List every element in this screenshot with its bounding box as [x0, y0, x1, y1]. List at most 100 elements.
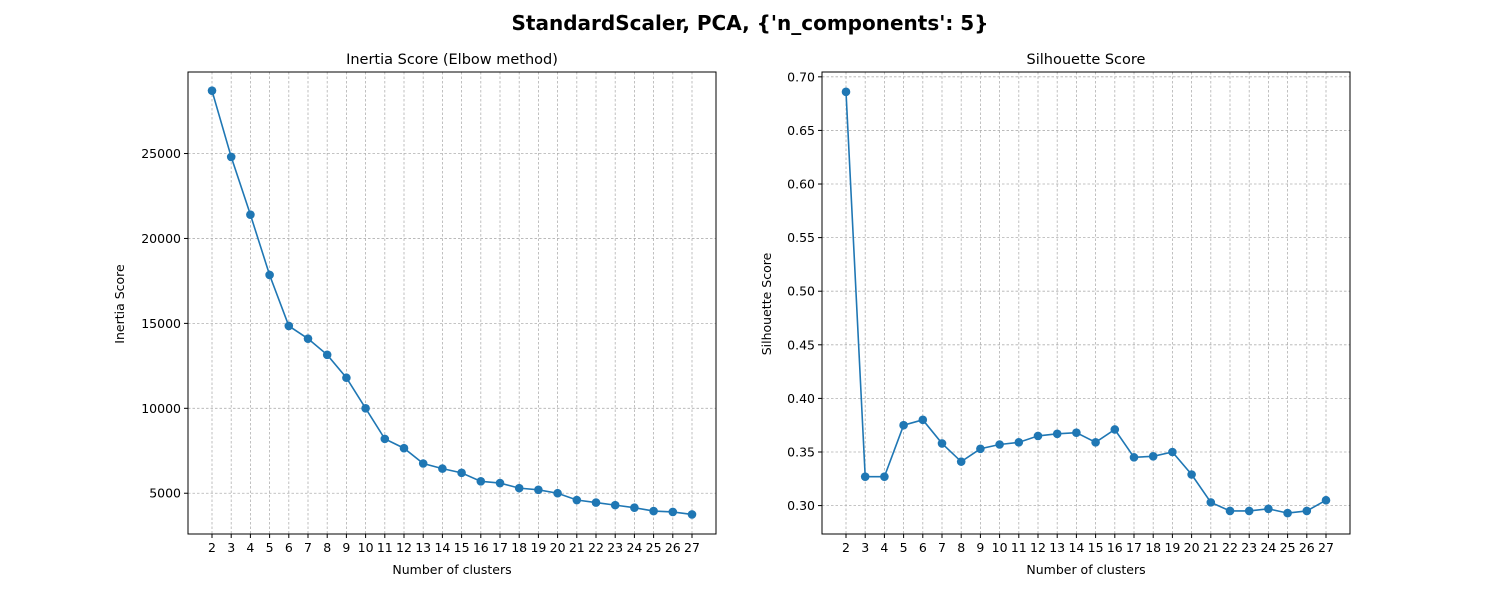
inertia-data-point: [591, 498, 601, 507]
inertia-x-tick-label: 22: [588, 540, 604, 555]
inertia-x-axis-label: Number of clusters: [392, 562, 511, 577]
inertia-x-tick-label: 25: [646, 540, 662, 555]
inertia-data-point: [265, 270, 274, 280]
inertia-x-tick-label: 4: [246, 540, 254, 555]
inertia-data-point: [534, 485, 543, 495]
silhouette-data-point: [976, 444, 985, 454]
silhouette-data-point: [1091, 438, 1100, 447]
silhouette-x-tick-label: 19: [1164, 540, 1180, 555]
silhouette-y-tick-label: 0.35: [787, 444, 815, 459]
inertia-x-tick-label: 15: [454, 540, 470, 555]
inertia-y-tick-label: 15000: [141, 316, 181, 331]
silhouette-chart-title: Silhouette Score: [1027, 52, 1146, 68]
inertia-x-tick-label: 12: [396, 540, 412, 555]
inertia-x-tick-label: 24: [626, 540, 642, 555]
inertia-x-tick-label: 23: [607, 540, 623, 555]
inertia-data-point: [630, 503, 639, 512]
silhouette-data-point: [918, 415, 928, 425]
silhouette-data-point: [1302, 506, 1312, 516]
inertia-data-point: [610, 500, 620, 510]
silhouette-data-point: [1225, 506, 1235, 516]
silhouette-data-point: [1206, 498, 1216, 507]
silhouette-x-tick-label: 23: [1241, 540, 1257, 555]
silhouette-x-tick-label: 25: [1280, 540, 1296, 555]
inertia-x-tick-label: 8: [323, 540, 331, 555]
inertia-x-tick-label: 5: [266, 540, 274, 555]
inertia-data-point: [553, 488, 562, 498]
silhouette-y-tick-label: 0.65: [787, 123, 815, 138]
silhouette-y-axis-label: Silhouette Score: [759, 252, 774, 355]
silhouette-x-tick-label: 24: [1260, 540, 1276, 555]
inertia-x-tick-label: 3: [227, 540, 235, 555]
silhouette-x-tick-label: 21: [1203, 540, 1219, 555]
silhouette-x-tick-label: 18: [1145, 540, 1161, 555]
silhouette-data-point: [880, 472, 889, 481]
silhouette-x-tick-label: 13: [1049, 540, 1065, 555]
silhouette-y-tick-label: 0.40: [787, 391, 815, 406]
silhouette-x-tick-label: 6: [919, 540, 927, 555]
silhouette-data-point: [1283, 508, 1292, 518]
silhouette-x-tick-label: 14: [1068, 540, 1084, 555]
silhouette-x-tick-label: 12: [1030, 540, 1046, 555]
inertia-x-tick-label: 18: [511, 540, 527, 555]
silhouette-y-tick-label: 0.30: [787, 498, 815, 513]
inertia-x-tick-label: 2: [208, 540, 216, 555]
silhouette-data-point: [995, 440, 1004, 449]
inertia-data-point: [495, 478, 505, 488]
inertia-chart: Inertia Score (Elbow method) Number of c…: [112, 52, 717, 577]
inertia-data-point: [361, 404, 370, 413]
inertia-y-axis-label: Inertia Score: [112, 264, 127, 344]
inertia-x-tick-label: 17: [492, 540, 508, 555]
inertia-data-point: [668, 507, 678, 517]
figure-suptitle: StandardScaler, PCA, {'n_components': 5}: [512, 11, 989, 35]
silhouette-data-point: [841, 87, 851, 97]
silhouette-data-point: [1168, 447, 1177, 457]
inertia-data-point: [226, 152, 236, 162]
silhouette-x-axis-label: Number of clusters: [1026, 562, 1145, 577]
silhouette-x-tick-label: 9: [976, 540, 984, 555]
inertia-data-point: [322, 350, 332, 360]
silhouette-x-tick-label: 11: [1011, 540, 1027, 555]
inertia-x-tick-label: 10: [358, 540, 374, 555]
inertia-data-point: [438, 464, 447, 473]
silhouette-data-point: [1264, 504, 1273, 514]
silhouette-y-tick-label: 0.45: [787, 337, 815, 352]
inertia-x-tick-label: 19: [530, 540, 546, 555]
silhouette-x-tick-label: 15: [1088, 540, 1104, 555]
inertia-data-point: [514, 483, 524, 493]
silhouette-y-tick-label: 0.60: [787, 177, 815, 192]
silhouette-x-tick-label: 16: [1107, 540, 1123, 555]
silhouette-data-point: [1033, 431, 1043, 441]
inertia-data-point: [207, 86, 217, 95]
silhouette-y-tick-label: 0.55: [787, 230, 815, 245]
inertia-data-point: [572, 495, 582, 505]
inertia-x-tick-label: 11: [377, 540, 393, 555]
inertia-data-point: [342, 373, 351, 383]
inertia-x-tick-label: 6: [285, 540, 293, 555]
silhouette-y-tick-label: 0.70: [787, 69, 815, 84]
inertia-data-point: [284, 321, 294, 331]
inertia-x-tick-label: 9: [342, 540, 350, 555]
silhouette-chart: Silhouette Score Number of clusters Silh…: [759, 52, 1351, 577]
inertia-x-tick-label: 13: [415, 540, 431, 555]
silhouette-data-point: [899, 420, 908, 430]
silhouette-axes-frame: [821, 71, 1351, 535]
silhouette-x-tick-label: 5: [900, 540, 908, 555]
inertia-data-point: [476, 477, 486, 486]
inertia-y-tick-label: 10000: [141, 401, 181, 416]
inertia-data-point: [418, 459, 428, 468]
silhouette-x-tick-label: 8: [957, 540, 965, 555]
inertia-data-point: [246, 210, 255, 219]
inertia-x-tick-label: 27: [684, 540, 700, 555]
silhouette-x-tick-label: 2: [842, 540, 850, 555]
inertia-x-tick-label: 7: [304, 540, 312, 555]
inertia-y-tick-label: 5000: [149, 486, 181, 501]
inertia-data-point: [687, 510, 697, 519]
inertia-x-tick-label: 14: [434, 540, 450, 555]
inertia-data-point: [380, 434, 390, 444]
silhouette-data-point: [1148, 451, 1158, 461]
silhouette-data-point: [860, 472, 870, 481]
silhouette-x-tick-label: 4: [880, 540, 888, 555]
silhouette-data-point: [1072, 428, 1081, 438]
